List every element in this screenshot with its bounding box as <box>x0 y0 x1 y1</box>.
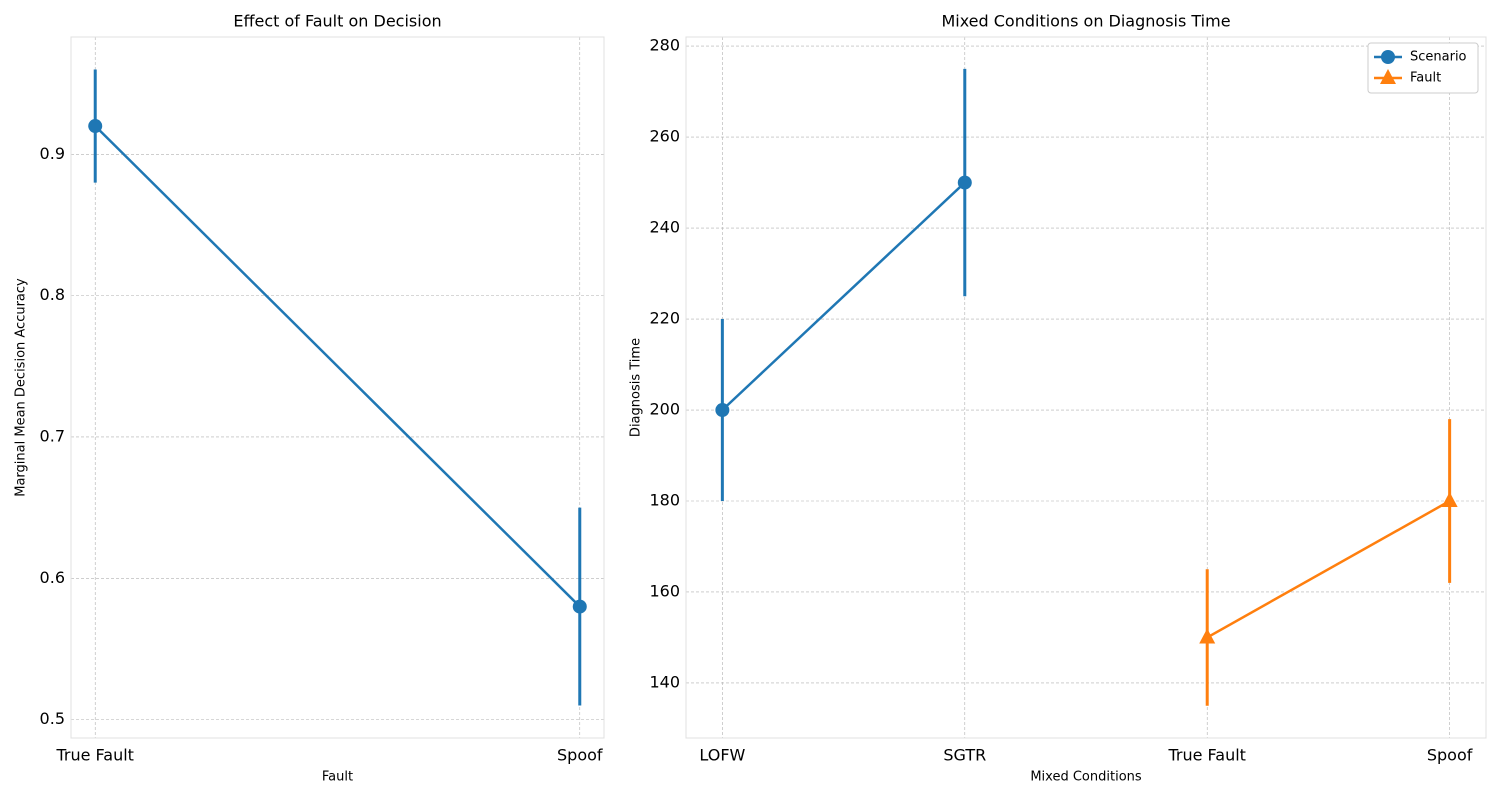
chart-panel: Effect of Fault on Decision Fault Marginal… <box>14 12 605 785</box>
x-tick-label: True Fault <box>1167 746 1245 765</box>
chart-title: Mixed Conditions on Diagnosis Time <box>941 12 1230 31</box>
marker <box>572 599 587 614</box>
x-axis-label: Mixed Conditions <box>1030 770 1142 785</box>
y-tick-label: 260 <box>649 127 680 146</box>
data-line <box>721 181 966 411</box>
legend-label: Fault <box>1410 71 1441 86</box>
y-tick-label: 0.5 <box>40 709 65 728</box>
x-tick-label: SGTR <box>943 746 986 765</box>
marker <box>957 175 972 190</box>
x-axis-label: Fault <box>322 770 353 785</box>
y-tick-label: 200 <box>649 400 680 419</box>
y-tick-label: 160 <box>649 581 680 600</box>
axes-frame <box>70 36 605 739</box>
marker <box>1381 50 1395 64</box>
legend-label: Scenario <box>1410 50 1467 65</box>
marker <box>1199 628 1216 644</box>
y-axis-label: Diagnosis Time <box>629 338 644 437</box>
chart-title: Effect of Fault on Decision <box>233 12 441 31</box>
data-line <box>1206 499 1451 639</box>
y-tick-label: 280 <box>649 36 680 55</box>
marker <box>88 119 103 134</box>
x-tick-label: Spoof <box>1427 746 1473 765</box>
y-tick-label: 140 <box>649 672 680 691</box>
y-tick-label: 240 <box>649 218 680 237</box>
y-tick-label: 220 <box>649 309 680 328</box>
y-tick-label: 0.8 <box>40 285 65 304</box>
axes-frame <box>685 36 1487 739</box>
chart-panel: Mixed Conditions on Diagnosis Time Mixed … <box>629 12 1487 785</box>
y-axis-label: Marginal Mean Decision Accuracy <box>14 278 29 497</box>
x-tick-label: True Fault <box>55 746 133 765</box>
y-tick-label: 180 <box>649 490 680 509</box>
x-tick-label: LOFW <box>699 746 745 765</box>
legend: Scenario Fault <box>1367 42 1479 94</box>
y-tick-label: 0.9 <box>40 144 65 163</box>
marker <box>715 403 730 418</box>
x-tick-label: Spoof <box>557 746 603 765</box>
y-tick-label: 0.6 <box>40 568 65 587</box>
legend-box <box>1367 42 1479 94</box>
data-line <box>94 125 581 608</box>
marker <box>1441 491 1458 507</box>
y-tick-label: 0.7 <box>40 426 65 445</box>
marker <box>1380 69 1396 84</box>
